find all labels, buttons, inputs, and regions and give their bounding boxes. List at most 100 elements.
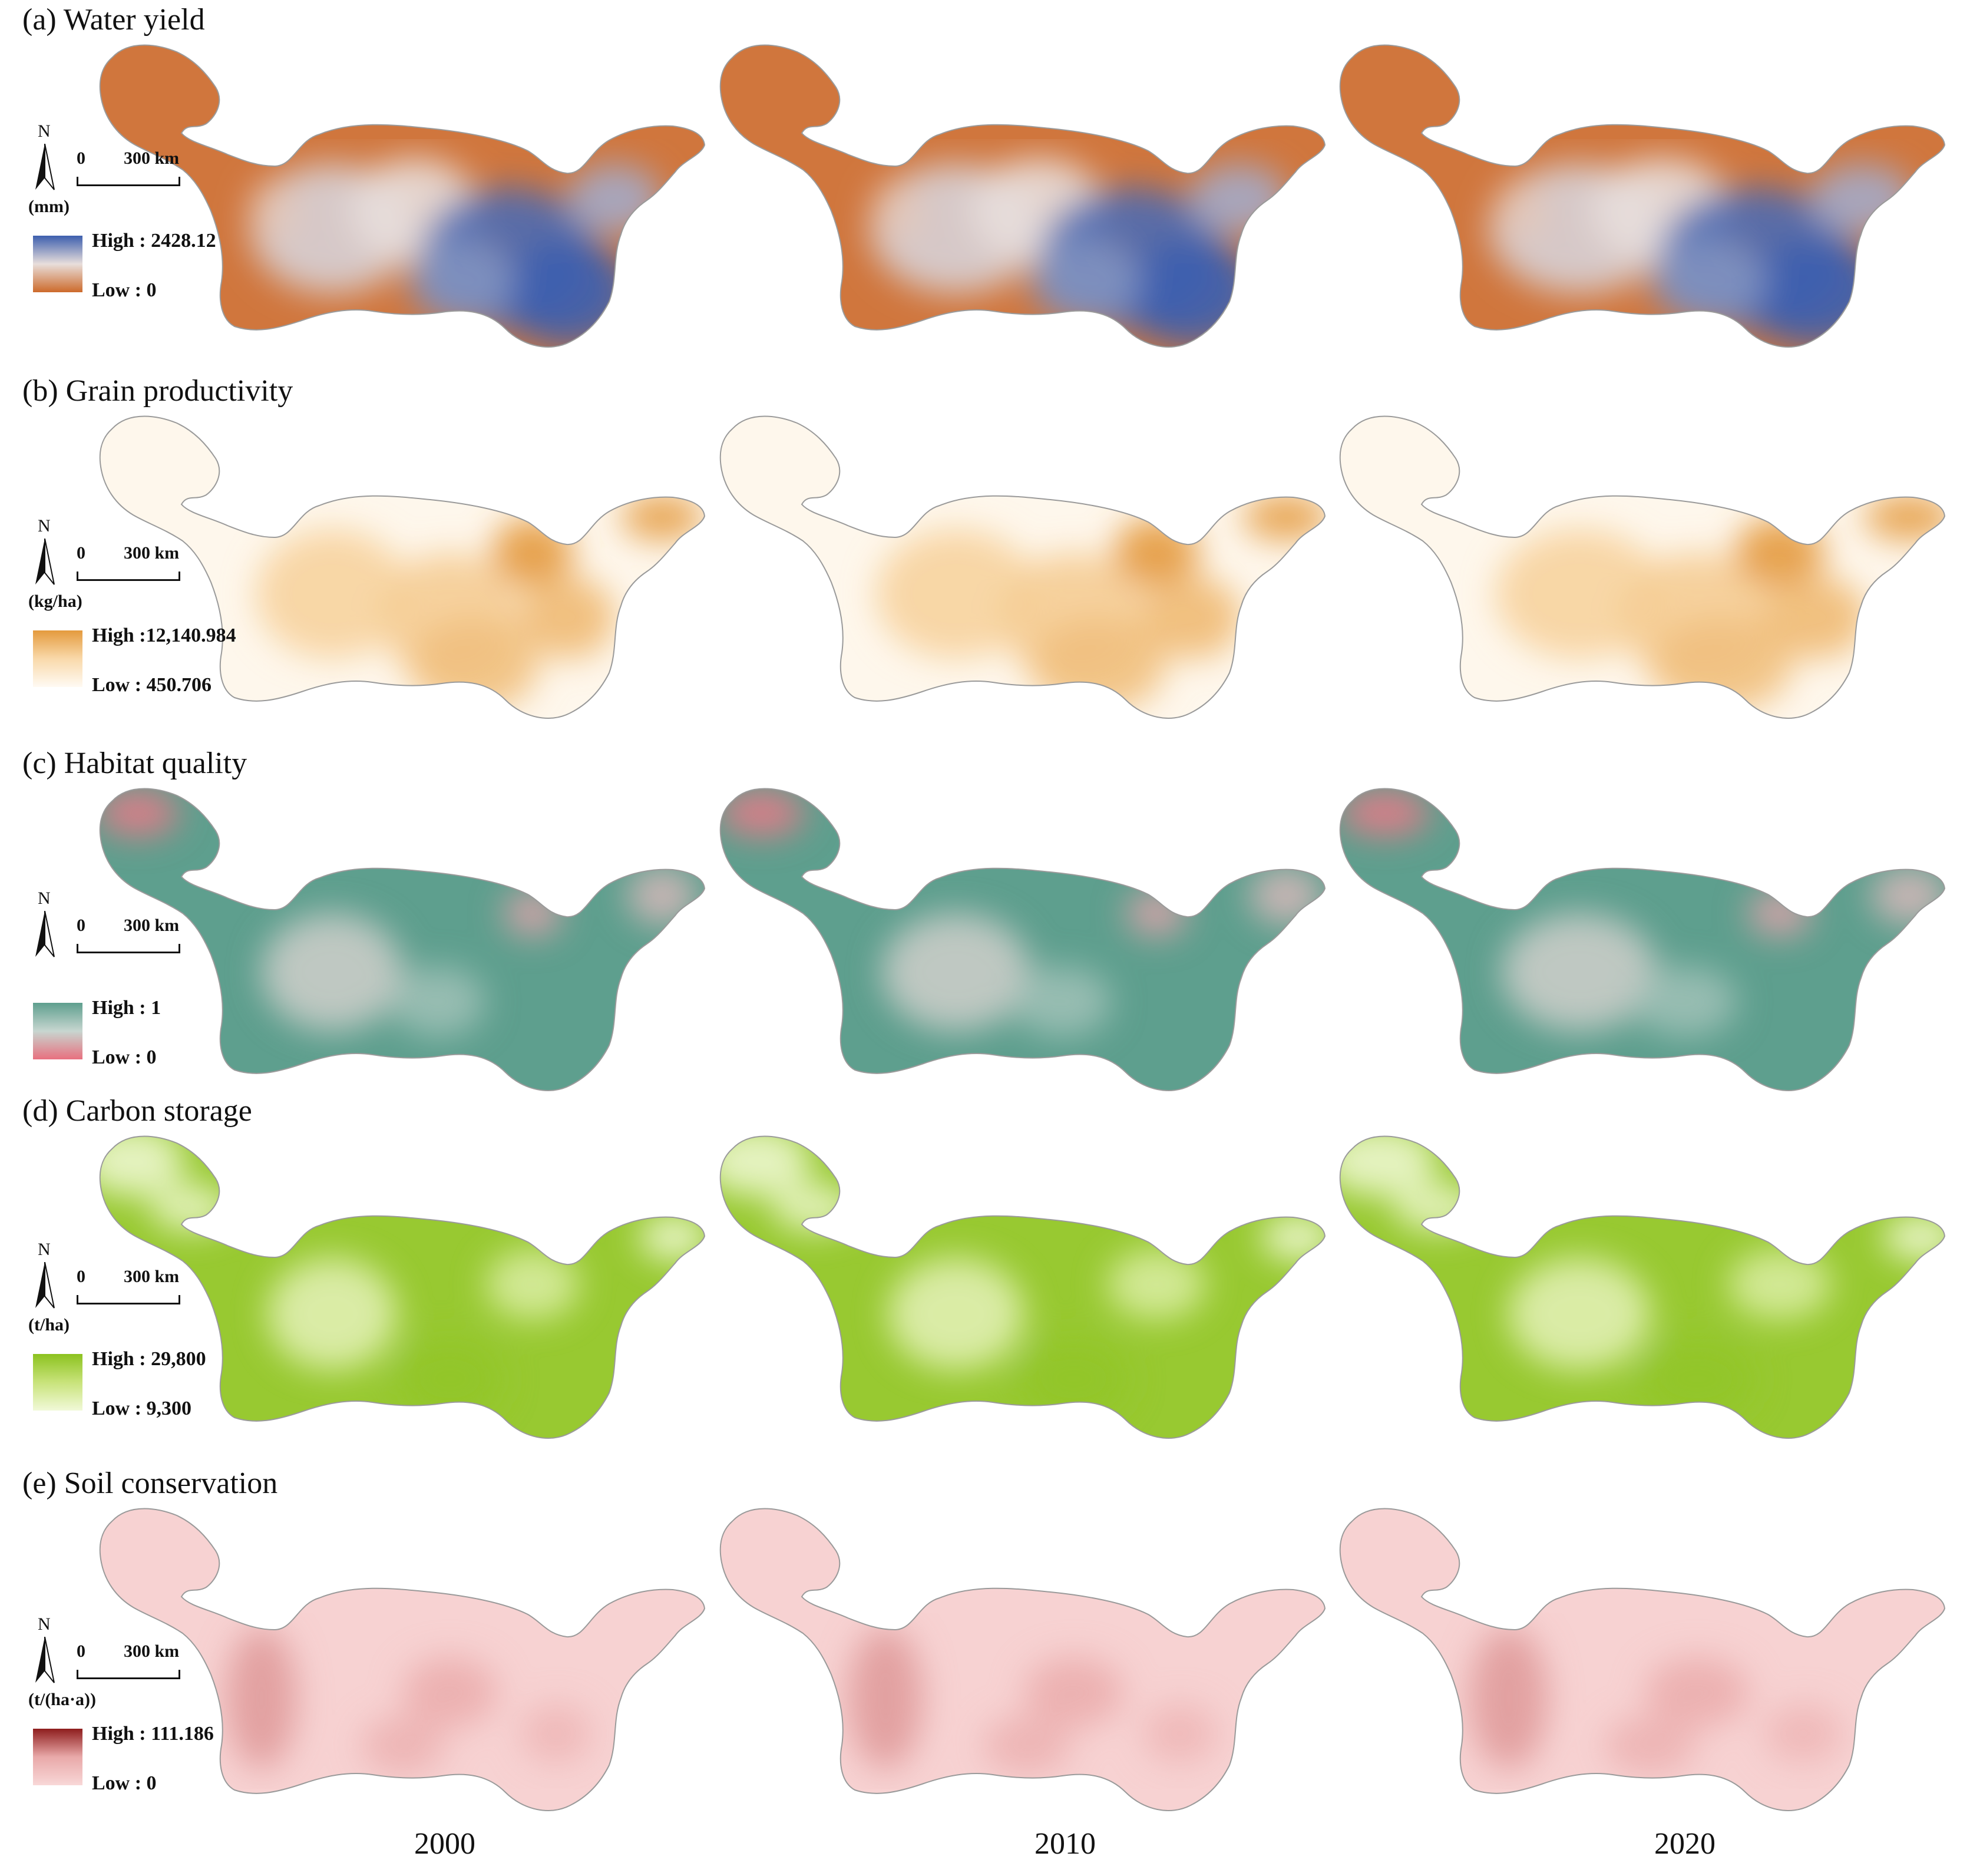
basin-map-svg [719, 44, 1326, 348]
basin-map-2020 [1328, 1125, 1953, 1455]
north-arrow-left-half [35, 539, 45, 584]
scale-length-label: 300 km [124, 543, 180, 563]
north-arrow-icon: N [28, 121, 64, 190]
panel-row-2: (b) Grain productivity N 0 300 km (kg/ha) Hig… [0, 371, 1970, 742]
north-arrow-right-half [44, 1637, 55, 1683]
basin-map-svg [1339, 44, 1946, 348]
basin-map-2000 [88, 1498, 713, 1828]
raster-patch [1882, 1214, 1945, 1261]
basin-map-2010 [709, 1125, 1333, 1455]
basin-map-svg [1339, 1135, 1946, 1439]
panel-title: (b) Grain productivity [22, 374, 293, 408]
north-arrow-icon: N [28, 516, 64, 585]
legend-unit: (t/(ha·a)) [28, 1690, 96, 1709]
basin-boundary [719, 1508, 1326, 1811]
raster-patch [1125, 890, 1188, 937]
scale-length-label: 300 km [124, 1267, 180, 1286]
panel-title: (e) Soil conservation [22, 1467, 278, 1500]
panel-title: (d) Carbon storage [22, 1094, 252, 1128]
basin-map-svg [719, 788, 1326, 1091]
basin-map-svg [719, 1508, 1326, 1811]
north-label: N [38, 1240, 51, 1259]
north-arrow-icon: N [28, 889, 64, 957]
year-label-2000: 2000 [414, 1827, 475, 1861]
north-arrow-left-half [35, 1262, 45, 1308]
legend-low-label: Low : 0 [92, 279, 157, 301]
raster-patch [521, 1704, 591, 1763]
raster-patch [521, 576, 615, 659]
legend-unit: (kg/ha) [28, 592, 82, 611]
raster-patch [1107, 1249, 1206, 1320]
basin-map-2020 [1328, 405, 1953, 735]
scale-bar: 0 300 km [77, 916, 218, 957]
raster-patch [983, 1716, 1070, 1775]
panel-title: (a) Water yield [22, 3, 205, 37]
year-label-2010: 2010 [1034, 1827, 1096, 1861]
north-arrow-icon: N [28, 1614, 64, 1683]
map-legend: N 0 300 km High : 1 Low : 0 [28, 889, 282, 1116]
basin-map-2000 [88, 405, 713, 735]
legend-unit: (t/ha) [28, 1315, 70, 1335]
basin-boundary [99, 788, 706, 1091]
raster-patch [409, 240, 515, 323]
north-arrow-shape [35, 911, 55, 957]
north-label: N [38, 121, 51, 141]
north-arrow-right-half [44, 911, 55, 957]
raster-patch [720, 1136, 812, 1196]
scale-bar-line [77, 572, 180, 581]
basin-map-2010 [709, 1498, 1333, 1828]
raster-patch [875, 529, 1037, 659]
raster-patch [1639, 1337, 1756, 1420]
basin-map-2000 [88, 34, 713, 364]
raster-patch [1764, 1704, 1842, 1763]
basin-boundary [99, 44, 706, 348]
raster-patch [1189, 164, 1288, 234]
north-arrow-shape [35, 1262, 55, 1309]
scale-bar-line [77, 1670, 180, 1679]
raster-patch [1261, 1214, 1325, 1261]
raster-patch [872, 181, 922, 240]
panel-row-5: (e) Soil conservation N 0 300 km (t/(ha·a)) H… [0, 1464, 1970, 1835]
map-legend: N 0 300 km (t/ha) High : 29,800 Low : 9,300 [28, 1240, 282, 1467]
raster-patch [1249, 866, 1323, 925]
raster-patch [397, 1337, 503, 1420]
map-legend: N 0 300 km (kg/ha) High :12,140.984 Low : 450… [28, 516, 282, 744]
legend-color-ramp [33, 1729, 82, 1785]
raster-patch [720, 790, 805, 837]
raster-patch [256, 529, 409, 659]
scale-bar: 0 300 km [77, 1642, 218, 1683]
raster-patch [1502, 913, 1657, 1031]
basin-boundary [719, 44, 1326, 348]
legend-unit: (mm) [28, 197, 70, 216]
legend-high-label: High : 111.186 [92, 1723, 214, 1745]
basin-map-svg [99, 415, 706, 719]
legend-color-ramp [33, 1003, 82, 1059]
raster-patch [1470, 1627, 1548, 1769]
basin-boundary [99, 415, 706, 719]
raster-patch [1142, 576, 1241, 659]
north-arrow-shape [35, 144, 55, 190]
basin-map-svg [99, 788, 706, 1091]
raster-patch [1651, 240, 1767, 323]
raster-patch [1728, 1249, 1832, 1320]
raster-patch [1810, 164, 1914, 234]
basin-boundary [1339, 1135, 1946, 1439]
basin-map-2020 [1328, 778, 1953, 1108]
raster-patch [1242, 494, 1325, 541]
scale-bar-line [77, 944, 180, 953]
raster-patch [639, 1214, 705, 1261]
north-arrow-left-half [35, 1637, 45, 1683]
raster-patch [1605, 1716, 1695, 1775]
map-legend: N 0 300 km (mm) High : 2428.12 Low : 0 [28, 121, 282, 349]
raster-patch [1645, 1657, 1749, 1728]
legend-low-label: Low : 9,300 [92, 1398, 192, 1419]
legend-low-label: Low : 0 [92, 1772, 157, 1794]
basin-map-svg [1339, 1508, 1946, 1811]
raster-patch [1029, 617, 1166, 712]
scale-length-label: 300 km [124, 1642, 180, 1661]
basin-map-2000 [88, 778, 713, 1108]
raster-patch [226, 1627, 297, 1769]
north-arrow-left-half [35, 911, 45, 957]
north-arrow-right-half [44, 144, 55, 190]
